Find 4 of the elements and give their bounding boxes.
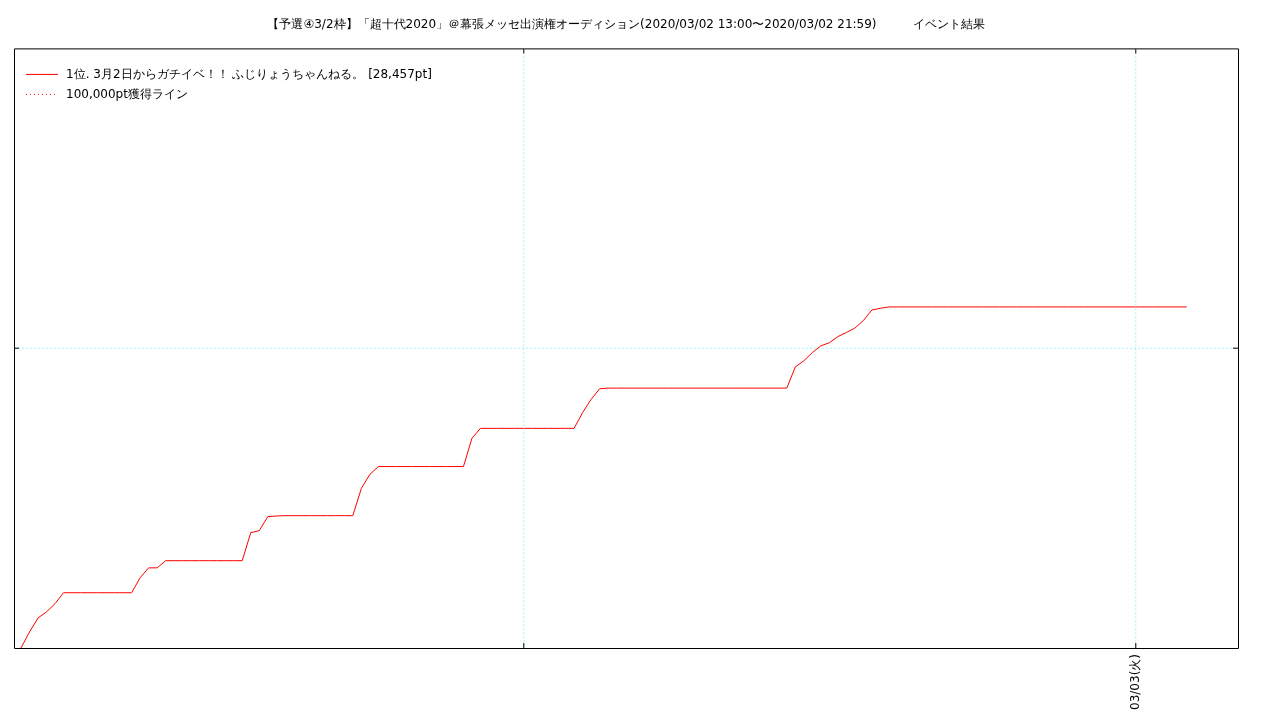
legend-label: 100,000pt獲得ライン (66, 86, 188, 101)
legend-label: 1位. 3月2日からガチイベ！！ ふじりょうちゃんねる。 [28,457pt] (66, 66, 432, 81)
text: 03/03(火) (1127, 654, 1142, 710)
chart-title: 【予選④3/2枠】「超十代2020」＠幕張メッセ出演権オーディション(2020/03/02 13:00〜2020/03/02 21:59) イベント結果 (267, 17, 985, 32)
